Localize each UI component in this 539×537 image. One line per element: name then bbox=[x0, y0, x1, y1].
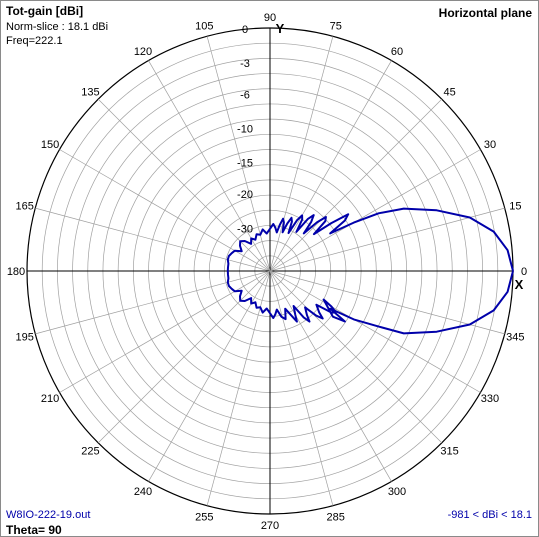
grid-spoke bbox=[269, 270, 505, 335]
angle-tick-label: 195 bbox=[15, 332, 33, 344]
angle-tick-label: 105 bbox=[195, 21, 213, 33]
angle-tick-label: 255 bbox=[195, 511, 213, 523]
chart-title: Tot-gain [dBi] bbox=[6, 4, 84, 18]
grid-spoke bbox=[206, 36, 271, 272]
angle-tick-label: 210 bbox=[41, 393, 59, 405]
grid-spoke bbox=[35, 207, 271, 272]
angle-tick-label: 30 bbox=[484, 139, 496, 151]
gain-pattern-trace bbox=[226, 207, 514, 335]
radial-tick-label: -20 bbox=[237, 189, 253, 201]
x-axis-label: X bbox=[515, 277, 524, 292]
grid-spoke bbox=[35, 270, 271, 335]
angle-tick-label: 135 bbox=[81, 86, 99, 98]
y-axis-label: Y bbox=[276, 21, 285, 36]
radial-tick-label: -6 bbox=[240, 90, 250, 102]
grid-spoke bbox=[269, 270, 443, 444]
grid-spoke bbox=[269, 207, 505, 272]
radial-tick-label: 0 bbox=[242, 24, 248, 36]
grid-spoke bbox=[269, 270, 392, 482]
angle-tick-label: 225 bbox=[81, 446, 99, 458]
angle-tick-label: 165 bbox=[15, 200, 33, 212]
grid-spoke bbox=[97, 98, 271, 272]
frequency-label: Freq=222.1 bbox=[6, 35, 63, 47]
grid-spoke bbox=[148, 60, 271, 272]
radial-tick-label: -30 bbox=[237, 223, 253, 235]
grid-spoke bbox=[59, 270, 271, 393]
angle-tick-label: 150 bbox=[41, 139, 59, 151]
radial-tick-label: -15 bbox=[237, 158, 253, 170]
angle-tick-label: 90 bbox=[264, 12, 276, 24]
grid-spoke bbox=[269, 270, 334, 506]
angle-tick-label: 330 bbox=[481, 393, 499, 405]
range-label: -981 < dBi < 18.1 bbox=[447, 509, 532, 521]
grid-spoke bbox=[269, 36, 334, 272]
norm-slice-label: Norm-slice : 18.1 dBi bbox=[6, 21, 109, 33]
angle-tick-label: 0 bbox=[521, 266, 527, 278]
angle-tick-label: 300 bbox=[388, 486, 406, 498]
plane-label: Horizontal plane bbox=[438, 6, 532, 20]
angle-tick-label: 75 bbox=[330, 21, 342, 33]
grid-spoke bbox=[269, 60, 392, 272]
grid-spoke bbox=[269, 270, 481, 393]
angle-tick-label: 15 bbox=[509, 200, 521, 212]
file-name-label: W8IO-222-19.out bbox=[6, 509, 91, 521]
grid-spoke bbox=[269, 149, 481, 272]
grid-spoke bbox=[148, 270, 271, 482]
angle-tick-label: 180 bbox=[7, 266, 25, 278]
angle-tick-label: 120 bbox=[134, 46, 152, 58]
angle-tick-label: 285 bbox=[327, 511, 345, 523]
grid-spoke bbox=[269, 98, 443, 272]
angle-tick-label: 60 bbox=[391, 46, 403, 58]
angle-tick-label: 45 bbox=[443, 86, 455, 98]
angle-tick-label: 315 bbox=[440, 446, 458, 458]
angle-tick-label: 240 bbox=[134, 486, 152, 498]
radial-tick-label: -10 bbox=[237, 124, 253, 136]
radial-tick-label: -3 bbox=[240, 58, 250, 70]
angle-tick-label: 270 bbox=[261, 520, 279, 532]
angle-tick-label: 345 bbox=[506, 332, 524, 344]
theta-label: Theta= 90 bbox=[6, 523, 62, 537]
grid-spoke bbox=[97, 270, 271, 444]
grid-spoke bbox=[206, 270, 271, 506]
